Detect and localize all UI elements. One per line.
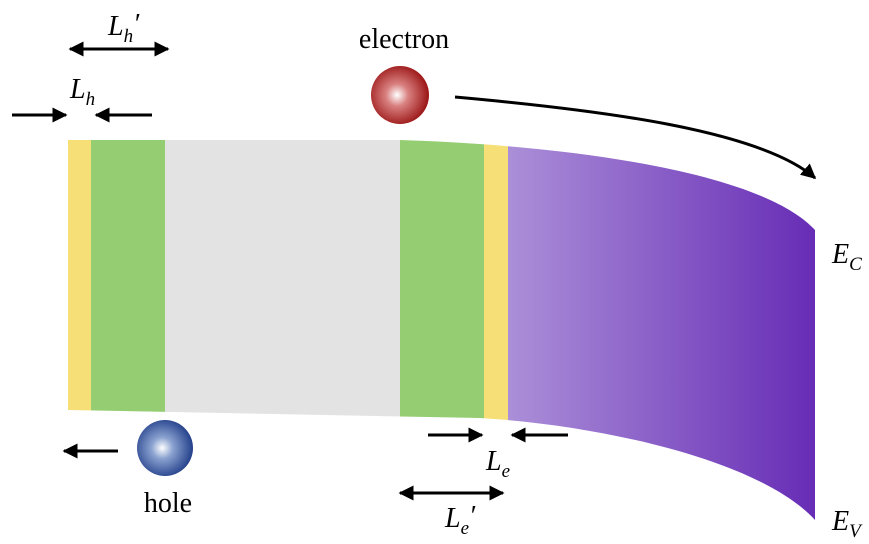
- purple-region: [508, 100, 828, 540]
- subscript: h: [124, 26, 134, 47]
- green-region: [91, 100, 165, 540]
- symbol: E: [831, 506, 849, 537]
- symbol: L: [485, 446, 502, 477]
- width-label: Le: [485, 446, 510, 482]
- subscript: e: [461, 518, 469, 539]
- electron-ball: [371, 66, 429, 124]
- green-region: [400, 100, 484, 540]
- band-diagram: Lh′ Lh Le Le′ electron hole EC EV: [0, 0, 869, 544]
- subscript: C: [849, 254, 862, 275]
- symbol: E: [831, 239, 849, 270]
- subscript: h: [86, 89, 96, 110]
- prime: ′: [133, 9, 140, 40]
- symbol: L: [69, 74, 86, 105]
- width-label: Lh: [69, 74, 95, 110]
- gray-region: [165, 100, 400, 540]
- subscript: e: [502, 461, 510, 482]
- band-edge-label: EC: [831, 239, 862, 275]
- prime: ′: [469, 501, 476, 532]
- width-label: Le′: [444, 501, 476, 539]
- yellow-region: [68, 100, 91, 540]
- particle-label: electron: [359, 24, 449, 55]
- width-label: Lh′: [107, 9, 140, 47]
- particle-label: hole: [144, 488, 192, 519]
- symbol: L: [107, 11, 124, 42]
- subscript: V: [849, 521, 863, 542]
- band-edge-label: EV: [831, 506, 863, 542]
- symbol: L: [444, 503, 461, 534]
- band: [68, 100, 828, 540]
- hole-ball: [137, 420, 193, 476]
